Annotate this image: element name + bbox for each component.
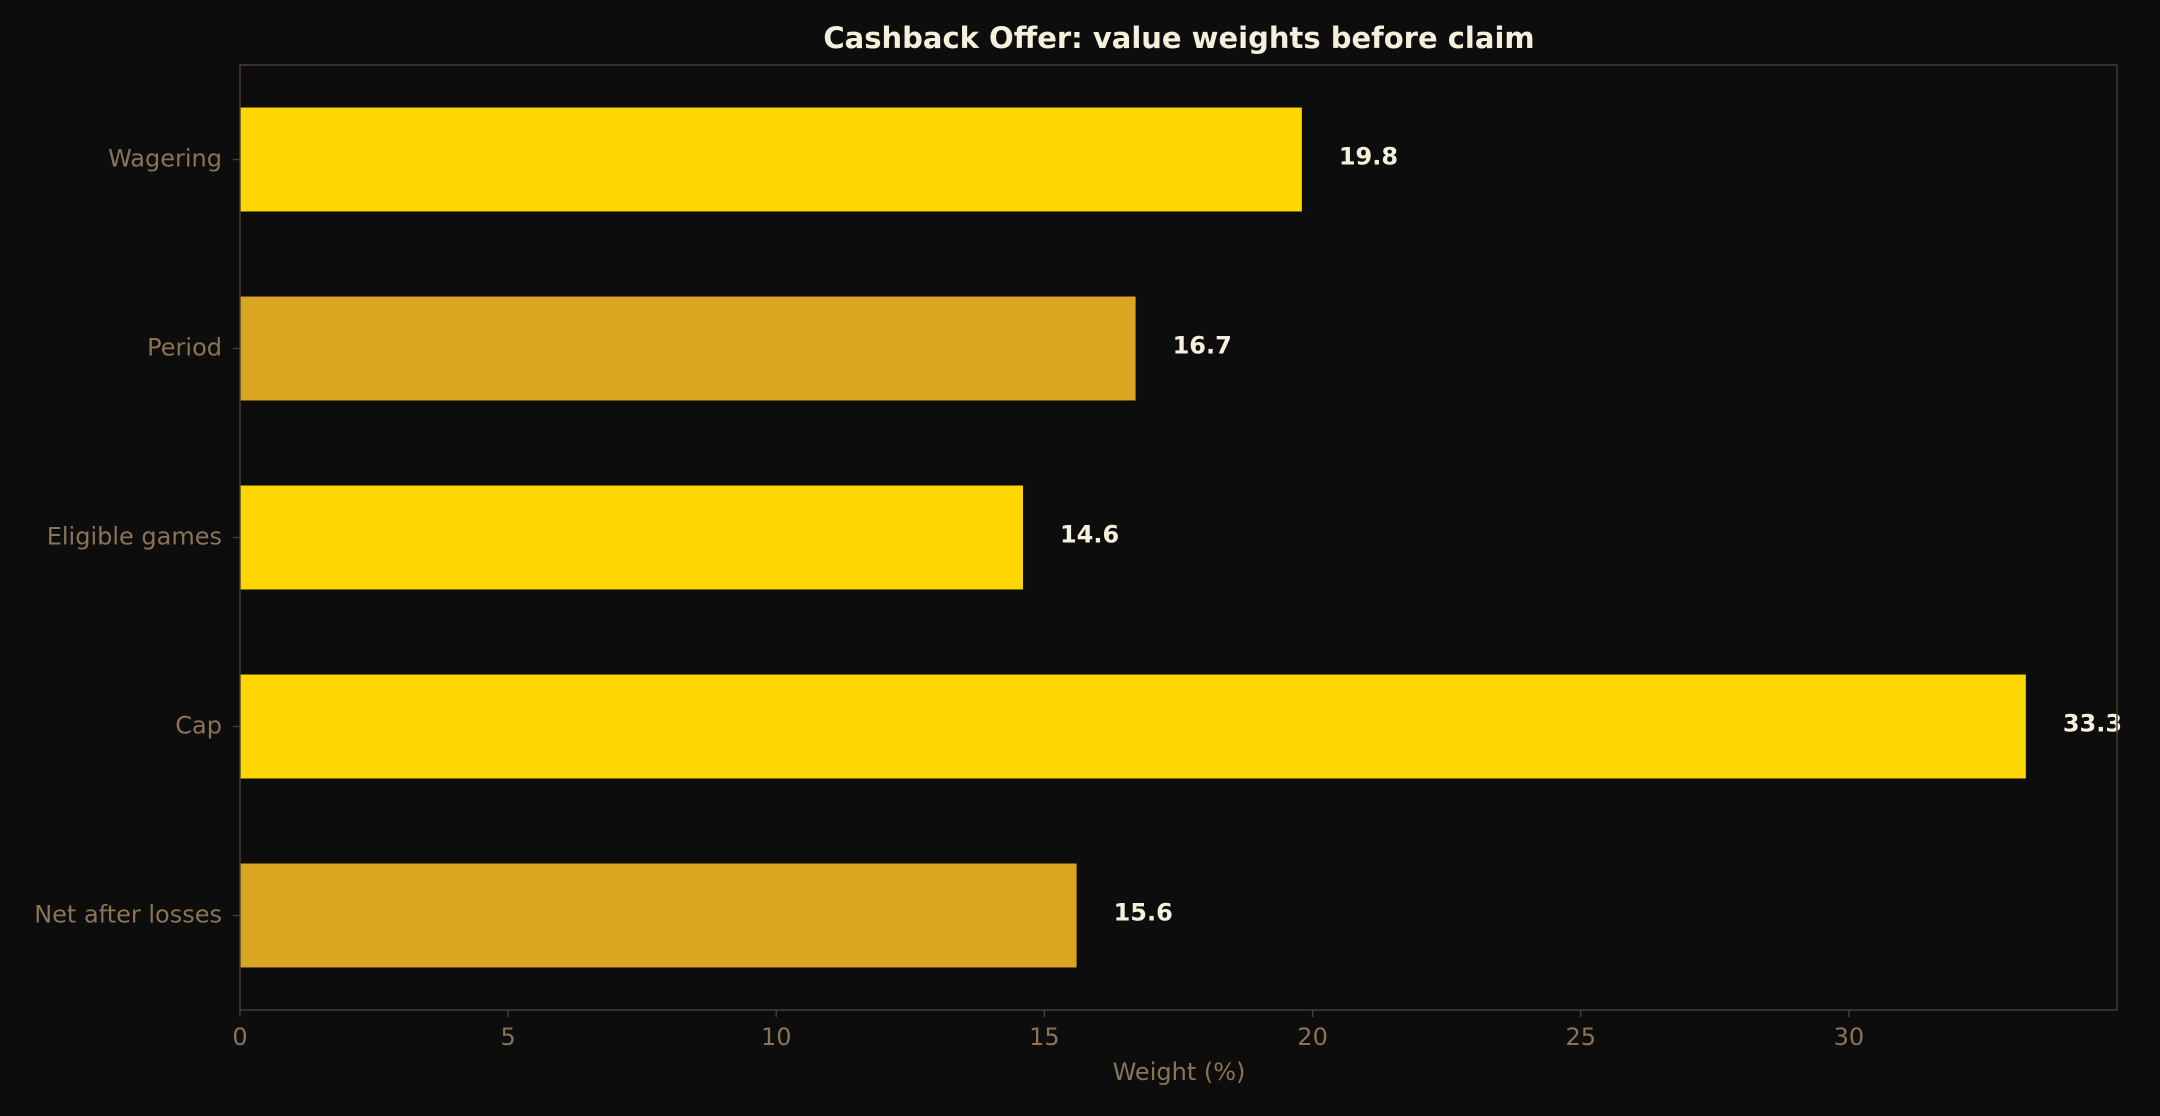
chart-title: Cashback Offer: value weights before cla… (823, 21, 1534, 55)
y-tick-label: Net after losses (34, 901, 222, 929)
bar (240, 674, 2026, 779)
x-axis-label: Weight (%) (1113, 1058, 1246, 1086)
x-tick-label: 30 (1834, 1023, 1865, 1051)
value-label: 16.7 (1173, 332, 1232, 360)
x-tick-label: 20 (1297, 1023, 1328, 1051)
x-tick-label: 25 (1565, 1023, 1596, 1051)
x-tick-label: 0 (232, 1023, 247, 1051)
x-tick-label: 5 (501, 1023, 516, 1051)
y-tick-label: Eligible games (47, 523, 222, 551)
value-label: 19.8 (1339, 143, 1398, 171)
bar (240, 863, 1077, 968)
y-tick-label: Period (147, 334, 222, 362)
bar (240, 107, 1302, 212)
y-tick-label: Cap (175, 712, 222, 740)
bar (240, 296, 1136, 401)
x-tick-label: 15 (1029, 1023, 1060, 1051)
value-label: 33.3 (2063, 710, 2122, 738)
bar (240, 485, 1023, 590)
value-label: 14.6 (1060, 521, 1119, 549)
plot-frame (239, 64, 2118, 1011)
y-tick-label: Wagering (108, 145, 222, 173)
x-tick-label: 10 (761, 1023, 792, 1051)
value-label: 15.6 (1114, 899, 1173, 927)
